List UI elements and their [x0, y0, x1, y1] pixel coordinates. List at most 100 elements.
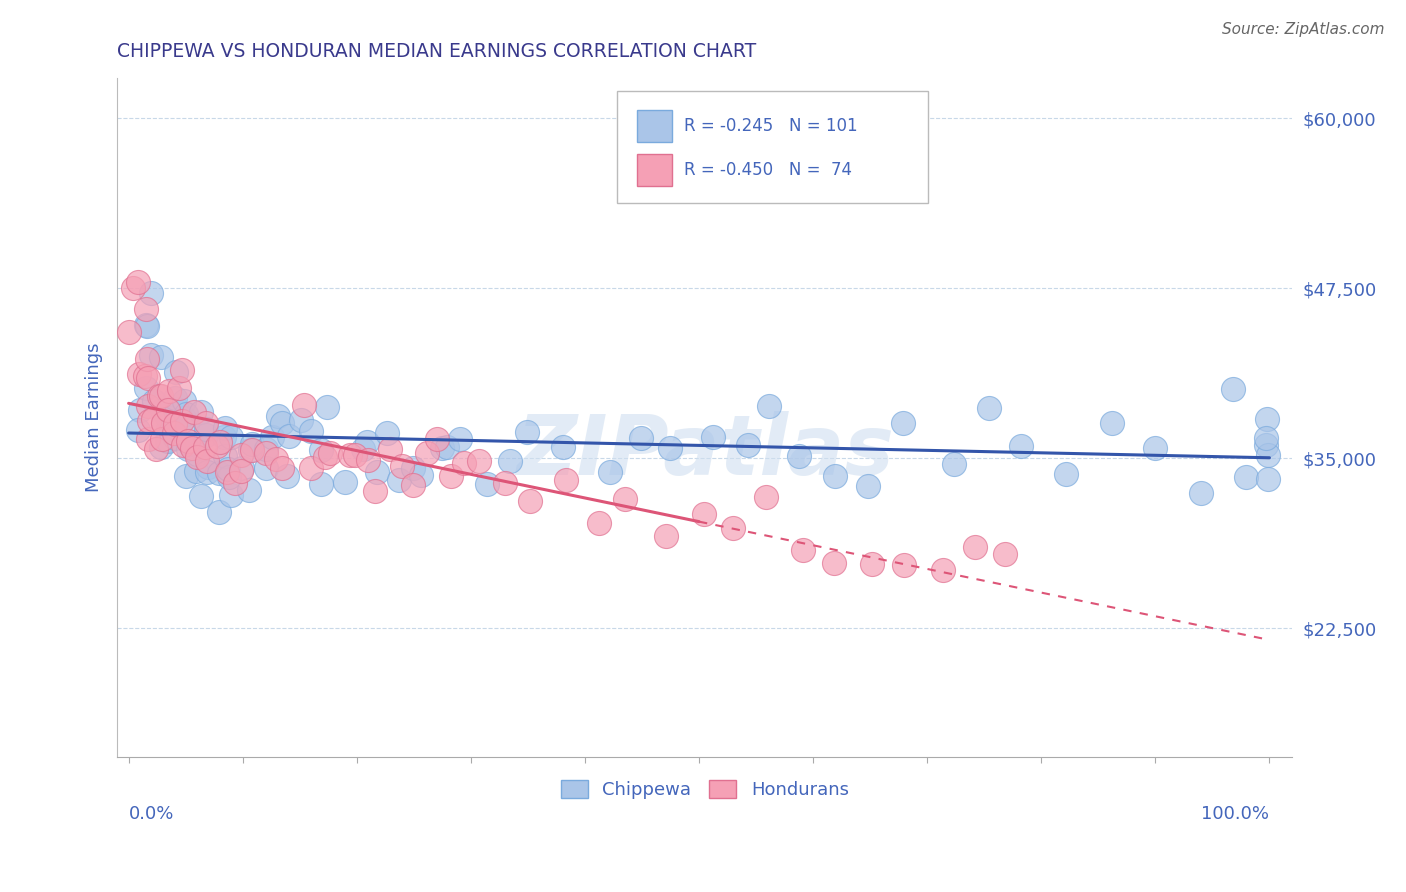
- Point: [723, 521, 745, 535]
- Point: [163, 425, 186, 440]
- Point: [135, 318, 157, 332]
- Point: [278, 429, 301, 443]
- Point: [163, 391, 186, 405]
- Point: [177, 434, 200, 448]
- Point: [311, 442, 333, 457]
- Point: [737, 438, 759, 452]
- Point: [195, 422, 218, 436]
- Point: [172, 362, 194, 376]
- Point: [299, 425, 322, 439]
- Point: [142, 412, 165, 426]
- Point: [270, 461, 292, 475]
- Point: [149, 350, 172, 364]
- Point: [231, 464, 253, 478]
- Point: [128, 367, 150, 381]
- Point: [430, 441, 453, 455]
- Point: [613, 492, 636, 507]
- Point: [1256, 411, 1278, 425]
- Point: [195, 453, 218, 467]
- Point: [163, 430, 186, 444]
- Point: [195, 465, 218, 479]
- Point: [186, 438, 208, 452]
- Point: [588, 516, 610, 530]
- Point: [477, 477, 499, 491]
- Point: [181, 439, 204, 453]
- Point: [127, 423, 149, 437]
- Point: [449, 432, 471, 446]
- Point: [693, 508, 716, 522]
- Point: [219, 488, 242, 502]
- Point: [655, 529, 678, 543]
- Point: [148, 389, 170, 403]
- Point: [758, 399, 780, 413]
- Point: [292, 398, 315, 412]
- Point: [436, 440, 458, 454]
- Point: [893, 558, 915, 572]
- Point: [824, 468, 846, 483]
- Text: ZIPatlas: ZIPatlas: [516, 411, 894, 492]
- Text: Source: ZipAtlas.com: Source: ZipAtlas.com: [1222, 22, 1385, 37]
- Point: [136, 371, 159, 385]
- Point: [254, 460, 277, 475]
- Point: [453, 456, 475, 470]
- Point: [375, 425, 398, 440]
- Point: [173, 411, 195, 425]
- Point: [792, 543, 814, 558]
- Point: [156, 434, 179, 448]
- Point: [553, 440, 575, 454]
- Point: [190, 405, 212, 419]
- Point: [416, 446, 439, 460]
- Point: [177, 442, 200, 457]
- Point: [1010, 439, 1032, 453]
- Point: [519, 493, 541, 508]
- Point: [314, 450, 336, 464]
- Point: [156, 410, 179, 425]
- Point: [194, 440, 217, 454]
- Point: [212, 430, 235, 444]
- Point: [152, 417, 174, 431]
- Point: [240, 442, 263, 457]
- Point: [214, 449, 236, 463]
- Point: [150, 433, 173, 447]
- Point: [218, 470, 240, 484]
- Point: [173, 394, 195, 409]
- Y-axis label: Median Earnings: Median Earnings: [86, 343, 103, 492]
- Point: [231, 461, 253, 475]
- Point: [787, 449, 810, 463]
- Point: [136, 399, 159, 413]
- Point: [152, 416, 174, 430]
- Point: [190, 489, 212, 503]
- Point: [1254, 438, 1277, 452]
- Text: R = -0.245   N = 101: R = -0.245 N = 101: [683, 117, 858, 135]
- Point: [229, 448, 252, 462]
- Point: [1256, 431, 1278, 445]
- Text: 100.0%: 100.0%: [1202, 805, 1270, 823]
- Point: [134, 368, 156, 383]
- Text: CHIPPEWA VS HONDURAN MEDIAN EARNINGS CORRELATION CHART: CHIPPEWA VS HONDURAN MEDIAN EARNINGS COR…: [117, 42, 756, 61]
- Point: [135, 381, 157, 395]
- Point: [979, 401, 1001, 415]
- Point: [167, 380, 190, 394]
- Point: [352, 442, 374, 456]
- Point: [411, 467, 433, 482]
- Point: [659, 441, 682, 455]
- Point: [555, 473, 578, 487]
- Point: [364, 483, 387, 498]
- Point: [267, 409, 290, 423]
- Point: [195, 428, 218, 442]
- Point: [194, 416, 217, 430]
- Point: [181, 441, 204, 455]
- Point: [149, 440, 172, 454]
- Point: [276, 469, 298, 483]
- Point: [163, 417, 186, 432]
- Point: [240, 437, 263, 451]
- Point: [217, 462, 239, 476]
- Point: [516, 425, 538, 439]
- Point: [309, 477, 332, 491]
- Point: [440, 468, 463, 483]
- Point: [388, 473, 411, 487]
- Point: [238, 483, 260, 497]
- Point: [118, 325, 141, 339]
- Point: [494, 476, 516, 491]
- Point: [943, 457, 966, 471]
